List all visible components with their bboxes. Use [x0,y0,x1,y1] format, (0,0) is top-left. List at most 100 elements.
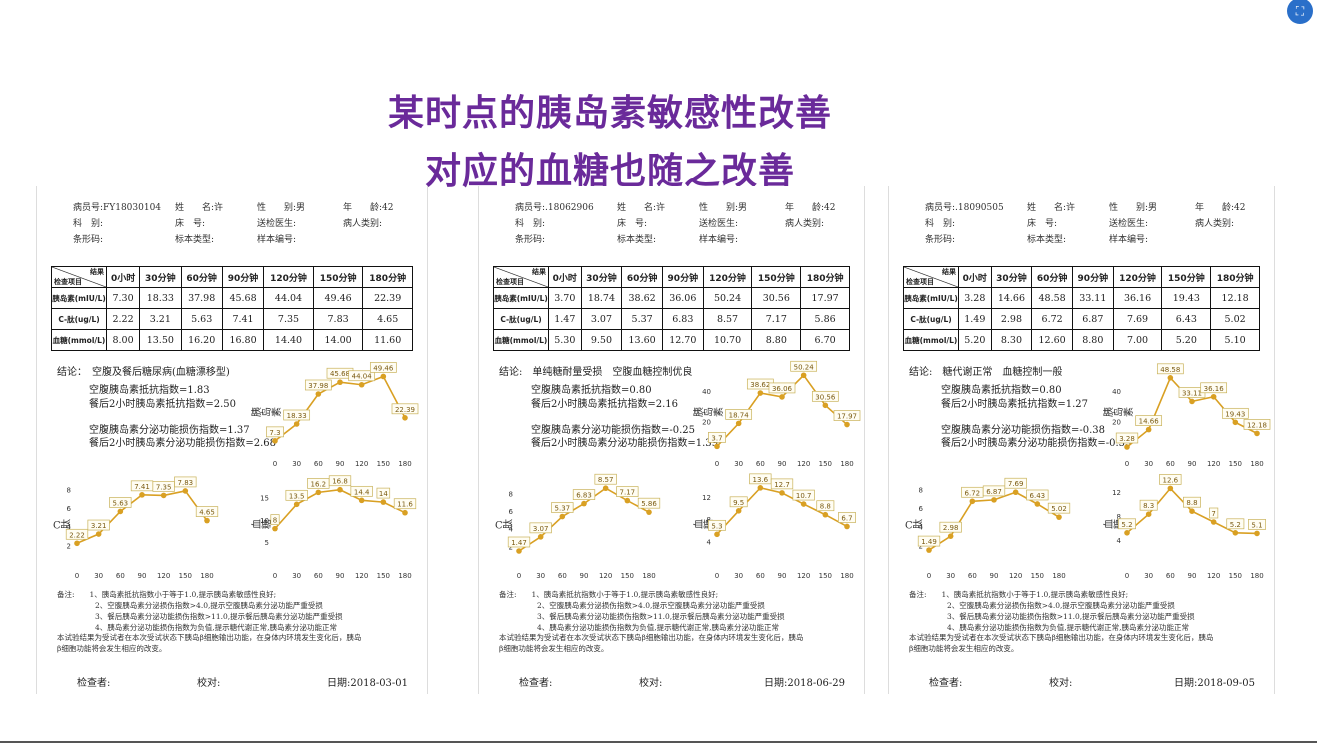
x-tick-label: 180 [398,460,411,468]
x-tick-label: 150 [1229,572,1242,580]
data-label: 7.41 [134,483,150,491]
header-age: 年 龄:42 [785,203,836,213]
data-label: 8.8 [1186,499,1197,507]
conclusion-line: 餐后2小时胰岛素抵抗指数=1.27 [941,399,1089,410]
report-date: 日期:2018-06-29 [764,678,846,689]
note-line: 备注: 1、胰岛素抵抗指数小于等于1.0,提示胰岛素敏感性良好; [909,590,1129,599]
data-label: 2.98 [943,524,959,532]
x-tick-label: 0 [1125,572,1129,580]
table-cell: 5.37 [621,308,663,330]
x-tick-label: 90 [1188,572,1197,580]
y-tick-label: 4 [919,524,924,532]
data-label: 4.65 [199,509,215,517]
data-label: 49.46 [373,364,394,372]
header-doctor: 送检医生: [1109,219,1149,229]
data-point [117,508,124,515]
note-line: 备注: 1、胰岛素抵抗指数小于等于1.0,提示胰岛素敏感性良好; [499,590,719,599]
y-tick-label: 4 [1117,537,1122,545]
table-cell: 8.30 [990,329,1033,351]
data-point [800,501,807,507]
report-date: 日期:2018-09-05 [1174,678,1256,689]
table-cell: 12.18 [1210,287,1260,309]
y-tick-label: 8 [509,490,513,498]
x-tick-label: 0 [75,572,79,580]
data-label: 12.18 [1247,421,1267,429]
data-label-box [729,496,748,508]
header-dept: 科 别: [515,219,546,229]
column-header: 120分钟 [702,266,753,288]
table-cell: 11.60 [362,329,413,351]
y-tick-label: 15 [260,495,269,503]
conclusion-line: 空腹胰岛素抵抗指数=0.80 [531,385,652,396]
series-line [274,375,406,442]
data-point [537,534,544,540]
x-tick-label: 30 [1144,572,1153,580]
data-label: 6.83 [576,492,592,500]
x-tick-label: 180 [200,572,213,580]
data-label: 3.28 [1119,435,1135,443]
table-cell: 5.86 [800,308,850,330]
data-point [160,492,167,499]
corner-result-label: 结果 [90,268,104,276]
data-point [624,497,631,504]
note-line: 3、餐后胰岛素分泌功能损伤指数>11.0,提示餐后胰岛素分泌功能严重受损 [95,612,343,621]
column-header: 0小时 [548,266,582,288]
data-label-box [65,528,89,540]
table-cell: 12.60 [1031,329,1073,351]
x-tick-label: 180 [398,572,411,580]
data-label: 37.98 [308,382,328,390]
row-label: C-肽(ug/L) [903,308,959,330]
data-label: 1.49 [921,538,937,546]
table-cell: 48.58 [1031,287,1073,309]
note-line: 3、餐后胰岛素分泌功能损伤指数>11.0,提示餐后胰岛素分泌功能严重受损 [537,612,785,621]
table-cell: 16.80 [221,329,265,351]
y-tick-label: 6 [919,505,924,513]
data-label-box [328,475,352,487]
data-label-box [350,485,373,497]
column-header: 180分钟 [1210,266,1260,288]
row-label: C-肽(ug/L) [51,308,107,330]
note-line: 2、空腹胰岛素分泌损伤指数>4.0,提示空腹胰岛素分泌功能严重受损 [95,601,323,610]
table-row: 血糖(mmol/L) 8.00 13.50 16.20 16.80 14.40 14.00 1… [51,329,413,351]
data-label-box [285,489,308,501]
data-point [991,497,997,503]
x-tick-label: 0 [1125,460,1129,468]
data-label: 3.21 [91,522,107,530]
table-cell: 13.50 [139,329,182,351]
expand-icon[interactable]: ⛶ [1287,0,1313,24]
data-label-box [109,497,132,508]
data-point [1167,375,1174,381]
table-cell: 8.00 [105,329,141,351]
table-row: C-肽(ug/L) 1.47 3.07 5.37 6.83 8.57 7.17 5.86 [493,308,850,330]
x-tick-label: 150 [819,572,832,580]
x-tick-label: 90 [580,572,589,580]
note-line: β细胞功能将会发生相应的改变。 [909,644,1019,653]
data-label: 3.7 [711,434,722,442]
y-tick-label: 12 [1112,489,1121,497]
x-tick-label: 120 [355,572,368,580]
data-label-box [768,382,796,394]
data-label-box [507,536,531,548]
data-point [757,390,764,396]
data-point [735,508,742,514]
data-label-box [195,506,219,517]
data-label-box [348,370,376,382]
headline-line2: 对应的血糖也随之改善 [424,151,795,192]
data-label: 6.72 [965,489,981,497]
x-tick-label: 120 [599,572,612,580]
y-tick-label: 12 [702,494,711,502]
data-label-box [1004,477,1027,489]
x-tick-label: 60 [756,572,765,580]
x-tick-label: 180 [840,460,853,468]
x-tick-label: 150 [1229,460,1242,468]
verifier-label: 校对: [1049,678,1073,689]
x-tick-label: 120 [1207,460,1220,468]
data-label-box [1226,518,1245,530]
data-label-box [391,403,419,415]
checker-label: 检查者: [929,678,963,689]
table-cell: 6.83 [661,308,704,330]
header-bed: 床 号: [1027,219,1058,229]
y-tick-label: 2 [67,542,71,550]
